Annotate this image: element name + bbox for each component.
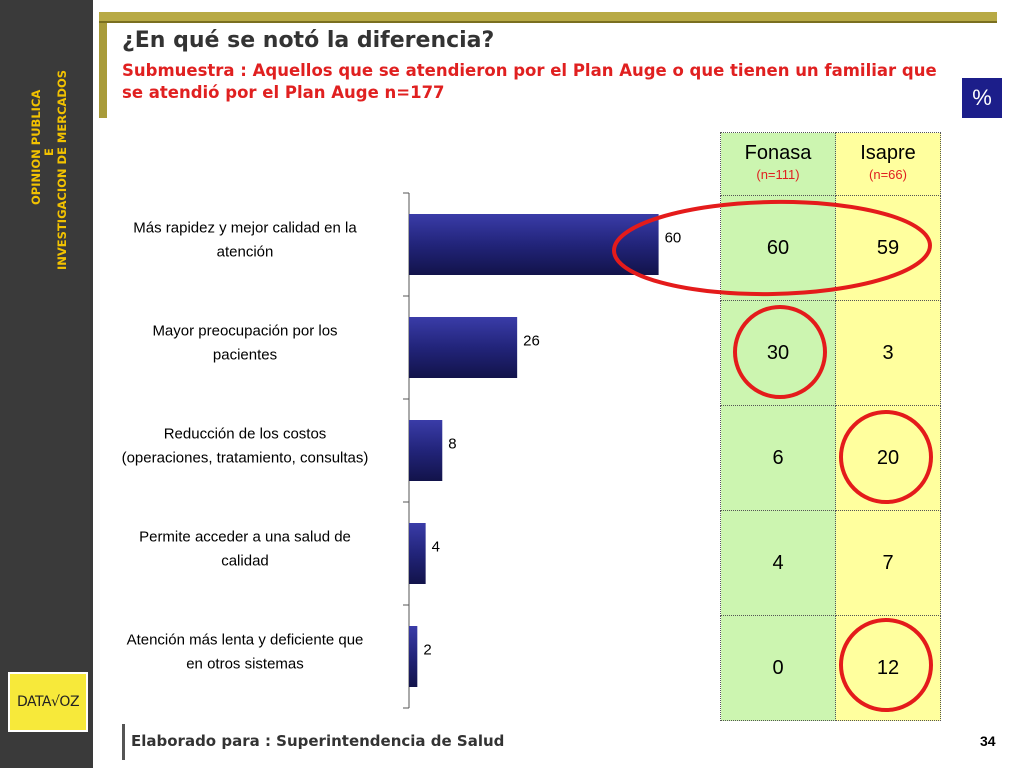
percent-badge: % [962,78,1002,118]
datavoz-logo: DATA√OZ [8,672,88,732]
tagline-line-1: OPINION PUBLICA [29,89,43,205]
data-label: 2 [423,642,431,659]
footer-text: Elaborado para : Superintendencia de Sal… [131,732,505,750]
table-row: 0 12 [720,615,941,721]
category-label-line: Atención más lenta y deficiente que [127,632,364,649]
logo-text: DATA√OZ [16,694,80,710]
page-title: ¿En qué se notó la diferencia? [122,28,495,53]
category-label: Permite acceder a una salud de calidad [139,529,351,570]
category-label-line: pacientes [213,347,277,364]
category-label-line: Mayor preocupación por los [152,323,337,340]
header-frame-horizontal [99,12,997,23]
bar [409,317,518,378]
table-row: 60 59 [720,195,941,301]
header-isapre-label: Isapre [860,142,916,164]
table-row: 4 7 [720,510,941,616]
page-subtitle: Submuestra : Aquellos que se atendieron … [122,61,937,102]
cell-fonasa: 4 [720,510,836,616]
bar [409,626,418,687]
table-header-row: Fonasa (n=111) Isapre (n=66) [720,132,941,196]
cell-isapre: 7 [835,510,941,616]
cell-isapre: 3 [835,300,941,406]
category-label-line: atención [217,244,274,261]
table-row: 6 20 [720,405,941,511]
bar [409,420,443,481]
page-number: 34 [980,733,996,749]
table-row: 30 3 [720,300,941,406]
category-label: Atención más lenta y deficiente que en ot… [127,632,364,673]
cell-isapre: 20 [835,405,941,511]
category-label-line: Más rapidez y mejor calidad en la [133,220,357,237]
footer-divider [122,724,125,760]
cell-fonasa: 30 [720,300,836,406]
comparison-table: Fonasa (n=111) Isapre (n=66) 60 59 30 3 … [720,132,941,721]
category-label-line: Reducción de los costos [164,426,327,443]
data-label: 60 [665,230,682,247]
header-fonasa: Fonasa (n=111) [720,132,836,196]
company-tagline: OPINION PUBLICA E INVESTIGACION DE MERCA… [29,20,70,320]
bar-chart: 60 Más rapidez y mejor calidad en la atenc… [122,192,682,709]
sidebar: OPINION PUBLICA E INVESTIGACION DE MERCA… [0,0,93,768]
category-label-line: calidad [221,553,269,570]
data-label: 4 [432,539,440,556]
header-isapre-n: (n=66) [869,167,907,182]
category-label: Mayor preocupación por los pacientes [152,323,337,364]
header-frame-vertical [99,12,107,118]
cell-isapre: 12 [835,615,941,721]
category-label-line: (operaciones, tratamiento, consultas) [122,450,369,467]
cell-fonasa: 6 [720,405,836,511]
category-label: Reducción de los costos (operaciones, tra… [122,426,369,467]
bar [409,523,426,584]
header-fonasa-n: (n=111) [756,167,800,182]
header-fonasa-label: Fonasa [744,142,812,164]
category-label-line: Permite acceder a una salud de [139,529,351,546]
category-label-line: en otros sistemas [186,656,304,673]
bar [409,214,659,275]
header-isapre: Isapre (n=66) [835,132,941,196]
tagline-line-3: INVESTIGACION DE MERCADOS [55,69,69,270]
cell-fonasa: 60 [720,195,836,301]
data-label: 8 [448,436,456,453]
category-label: Más rapidez y mejor calidad en la atenció… [133,220,357,261]
cell-fonasa: 0 [720,615,836,721]
data-label: 26 [523,333,540,350]
cell-isapre: 59 [835,195,941,301]
